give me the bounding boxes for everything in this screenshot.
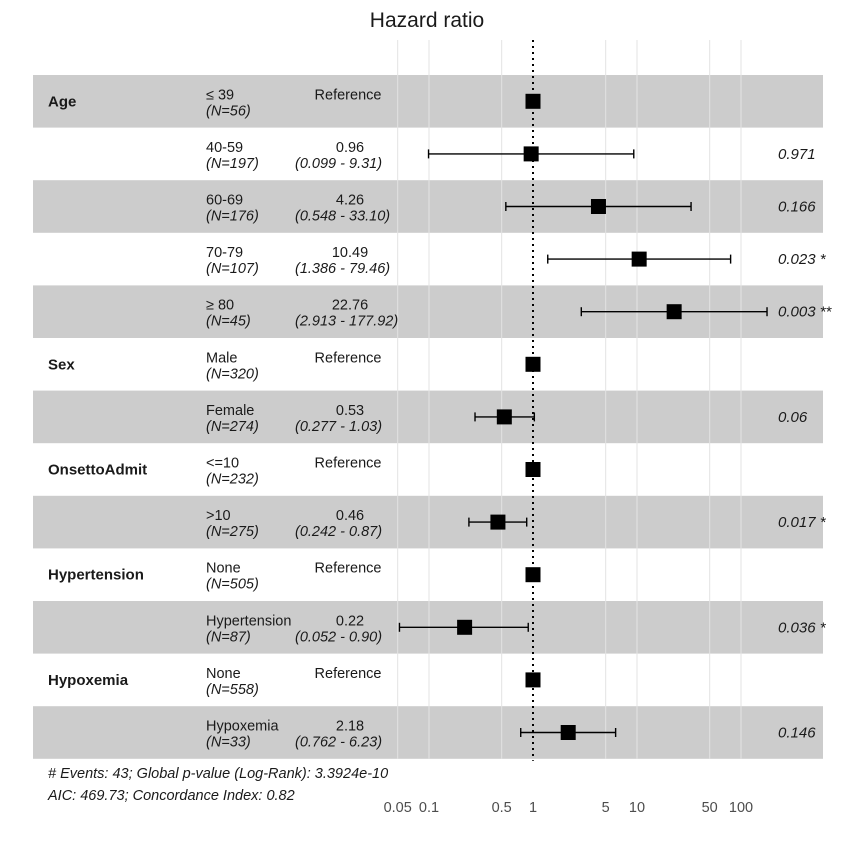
- x-tick-label: 0.05: [384, 800, 412, 816]
- hr-estimate-label: 0.53: [336, 403, 364, 419]
- reference-label: Reference: [315, 87, 382, 103]
- level-label: Hypertension: [206, 613, 291, 629]
- footnote-events: # Events: 43; Global p-value (Log-Rank):…: [48, 766, 388, 782]
- ci-label: (0.242 - 0.87): [295, 524, 382, 540]
- hazard-ratio-point: [490, 514, 506, 530]
- vertical-gridlines: [397, 40, 742, 759]
- p-value-label: 0.146: [778, 725, 816, 742]
- n-label: (N=197): [206, 156, 259, 172]
- hazard-ratio-point: [525, 567, 541, 583]
- hr-estimate-label: 2.18: [336, 719, 364, 735]
- p-value-label: 0.003 **: [778, 304, 833, 321]
- hr-estimate-label: 22.76: [332, 298, 368, 314]
- n-label: (N=33): [206, 735, 251, 751]
- hazard-ratio-markers: [457, 93, 682, 740]
- row-labels: Age ≤ 39(N=56)Reference40-59(N=197)0.96(0…: [48, 87, 833, 750]
- level-label: None: [206, 666, 241, 682]
- hazard-ratio-point: [560, 725, 576, 740]
- p-value-label: 0.166: [778, 199, 816, 216]
- ci-label: (2.913 - 177.92): [295, 314, 398, 330]
- row-band: [33, 180, 823, 233]
- p-value-label: 0.023 *: [778, 251, 827, 268]
- hazard-ratio-point: [525, 672, 541, 688]
- ci-label: (0.099 - 9.31): [295, 156, 382, 172]
- footnote-aic: AIC: 469.73; Concordance Index: 0.82: [47, 788, 295, 804]
- hr-estimate-label: 0.46: [336, 508, 364, 524]
- level-label: Hypoxemia: [206, 719, 279, 735]
- p-value-label: 0.017 *: [778, 514, 827, 531]
- hr-estimate-label: 0.22: [336, 613, 364, 629]
- x-tick-label: 10: [629, 800, 645, 816]
- level-label: >10: [206, 508, 231, 524]
- hazard-ratio-point: [666, 304, 682, 320]
- p-value-label: 0.036 *: [778, 619, 827, 636]
- n-label: (N=275): [206, 524, 259, 540]
- x-tick-label: 50: [702, 800, 718, 816]
- hazard-ratio-point: [496, 409, 512, 425]
- p-value-label: 0.06: [778, 409, 808, 426]
- level-label: <=10: [206, 456, 239, 472]
- hr-estimate-label: 0.96: [336, 140, 364, 156]
- x-axis-tick-labels: 0.05 0.1 0.5 1 5 10 50 100: [384, 800, 754, 816]
- ci-label: (0.548 - 33.10): [295, 209, 390, 225]
- level-label: 70-79: [206, 245, 243, 261]
- x-tick-label: 5: [602, 800, 610, 816]
- x-tick-label: 0.5: [492, 800, 512, 816]
- reference-label: Reference: [315, 561, 382, 577]
- reference-label: Reference: [315, 350, 382, 366]
- n-label: (N=87): [206, 629, 251, 645]
- row-band: [33, 495, 823, 549]
- reference-label: Reference: [315, 666, 382, 682]
- variable-label: OnsettoAdmit: [48, 462, 147, 479]
- variable-label: Hypertension: [48, 567, 144, 584]
- level-label: Male: [206, 350, 237, 366]
- x-tick-label: 0.1: [419, 800, 439, 816]
- ci-label: (0.762 - 6.23): [295, 735, 382, 751]
- hazard-ratio-point: [525, 462, 541, 477]
- n-label: (N=505): [206, 577, 259, 593]
- chart-title: Hazard ratio: [370, 9, 484, 32]
- hr-estimate-label: 4.26: [336, 193, 364, 209]
- variable-label: Hypoxemia: [48, 672, 129, 689]
- level-label: 60-69: [206, 193, 243, 209]
- hazard-ratio-point: [523, 146, 539, 162]
- p-value-label: 0.971: [778, 146, 816, 163]
- ci-label: (1.386 - 79.46): [295, 261, 390, 277]
- n-label: (N=45): [206, 314, 251, 330]
- n-label: (N=176): [206, 209, 259, 225]
- level-label: ≥ 80: [206, 298, 234, 314]
- row-band: [33, 390, 823, 444]
- hr-estimate-label: 10.49: [332, 245, 368, 261]
- hazard-ratio-point: [457, 619, 473, 635]
- x-tick-label: 1: [529, 800, 537, 816]
- n-label: (N=558): [206, 682, 259, 698]
- level-label: Female: [206, 403, 254, 419]
- row-band: [33, 706, 823, 759]
- level-label: ≤ 39: [206, 87, 234, 103]
- hazard-ratio-point: [525, 356, 541, 372]
- hazard-ratio-point: [631, 251, 647, 267]
- variable-label: Sex: [48, 356, 75, 373]
- hazard-ratio-point: [525, 93, 541, 109]
- variable-label: Age: [48, 93, 76, 110]
- row-shading: [33, 75, 823, 759]
- n-label: (N=320): [206, 366, 259, 382]
- x-tick-label: 100: [729, 800, 753, 816]
- n-label: (N=107): [206, 261, 259, 277]
- ci-label: (0.277 - 1.03): [295, 419, 382, 435]
- row-band: [33, 75, 823, 128]
- level-label: 40-59: [206, 140, 243, 156]
- n-label: (N=232): [206, 472, 259, 488]
- level-label: None: [206, 561, 241, 577]
- n-label: (N=56): [206, 103, 251, 119]
- hazard-ratio-point: [590, 199, 606, 214]
- reference-label: Reference: [315, 456, 382, 472]
- n-label: (N=274): [206, 419, 259, 435]
- ci-label: (0.052 - 0.90): [295, 629, 382, 645]
